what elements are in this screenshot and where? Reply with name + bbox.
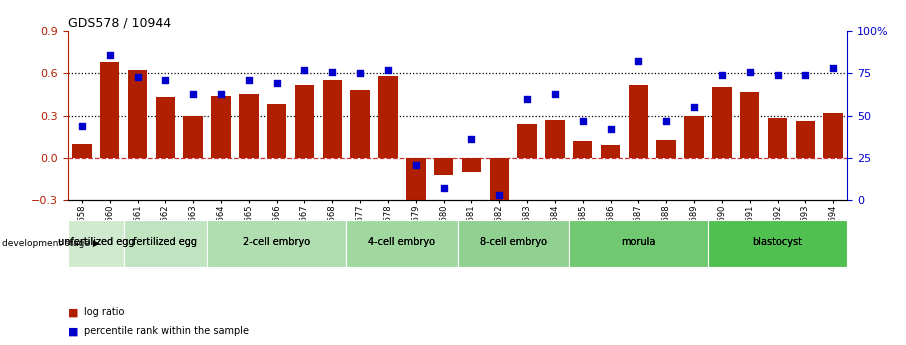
Point [381, 67, 395, 73]
Bar [767, 118, 787, 158]
Bar [72, 144, 92, 158]
Text: 4-cell embryo: 4-cell embryo [369, 237, 436, 247]
Point [409, 162, 423, 167]
Text: 2-cell embryo: 2-cell embryo [243, 237, 310, 247]
Point [659, 118, 673, 124]
Text: blastocyst: blastocyst [753, 237, 803, 247]
Bar [517, 124, 537, 158]
Text: 8-cell embryo: 8-cell embryo [479, 237, 546, 247]
Bar [601, 145, 621, 158]
Text: unfertilized egg: unfertilized egg [57, 237, 134, 247]
Bar [156, 97, 175, 158]
Bar [708, 220, 847, 266]
Bar [128, 70, 148, 158]
Point [325, 69, 340, 75]
Text: development stage ▶: development stage ▶ [2, 239, 100, 248]
Text: ■: ■ [68, 307, 79, 317]
Point [631, 59, 646, 64]
Bar [740, 92, 759, 158]
Point [687, 104, 701, 110]
Point [798, 72, 813, 78]
Point [186, 91, 200, 96]
Bar [657, 139, 676, 158]
Bar [684, 116, 704, 158]
Bar [629, 85, 648, 158]
Text: fertilized egg: fertilized egg [133, 237, 198, 247]
Bar [569, 220, 708, 266]
Bar [239, 95, 258, 158]
Text: blastocyst: blastocyst [753, 237, 803, 247]
Bar [712, 87, 732, 158]
Bar [211, 96, 231, 158]
Point [158, 77, 172, 83]
Point [715, 72, 729, 78]
Bar [294, 85, 314, 158]
Text: 4-cell embryo: 4-cell embryo [369, 237, 436, 247]
Point [603, 126, 618, 132]
Bar [68, 220, 123, 266]
Text: ■: ■ [68, 326, 79, 336]
Point [102, 52, 117, 58]
Point [242, 77, 256, 83]
Bar [351, 90, 370, 158]
Bar [824, 113, 843, 158]
Point [520, 96, 535, 101]
Bar [100, 62, 120, 158]
Bar [267, 104, 286, 158]
Bar [183, 116, 203, 158]
Bar [123, 220, 207, 266]
Bar [68, 220, 847, 266]
Point [297, 67, 312, 73]
Text: 2-cell embryo: 2-cell embryo [243, 237, 310, 247]
Bar [346, 220, 458, 266]
Text: unfertilized egg: unfertilized egg [57, 237, 134, 247]
Bar [458, 220, 569, 266]
Point [575, 118, 590, 124]
Bar [346, 220, 458, 266]
Point [464, 137, 478, 142]
Bar [207, 220, 346, 266]
Bar [123, 220, 207, 266]
Point [74, 123, 89, 128]
Point [770, 72, 785, 78]
Bar [458, 220, 569, 266]
Text: fertilized egg: fertilized egg [133, 237, 198, 247]
Bar [323, 80, 342, 158]
Point [492, 192, 506, 198]
Point [352, 71, 367, 76]
Text: GDS578 / 10944: GDS578 / 10944 [68, 17, 171, 30]
Bar [708, 220, 847, 266]
Text: 8-cell embryo: 8-cell embryo [479, 237, 546, 247]
Text: percentile rank within the sample: percentile rank within the sample [84, 326, 249, 336]
Bar [569, 220, 708, 266]
Point [269, 81, 284, 86]
Bar [462, 158, 481, 172]
Bar [406, 158, 426, 200]
Bar [207, 220, 346, 266]
Point [547, 91, 562, 96]
Point [130, 74, 145, 79]
Point [826, 66, 841, 71]
Text: log ratio: log ratio [84, 307, 125, 317]
Bar [434, 158, 453, 175]
Text: morula: morula [622, 237, 656, 247]
Point [742, 69, 757, 75]
Bar [68, 220, 123, 266]
Point [214, 91, 228, 96]
Bar [378, 76, 398, 158]
Bar [795, 121, 815, 158]
Bar [489, 158, 509, 203]
Bar [545, 120, 564, 158]
Bar [573, 141, 593, 158]
Text: morula: morula [622, 237, 656, 247]
Point [437, 186, 451, 191]
